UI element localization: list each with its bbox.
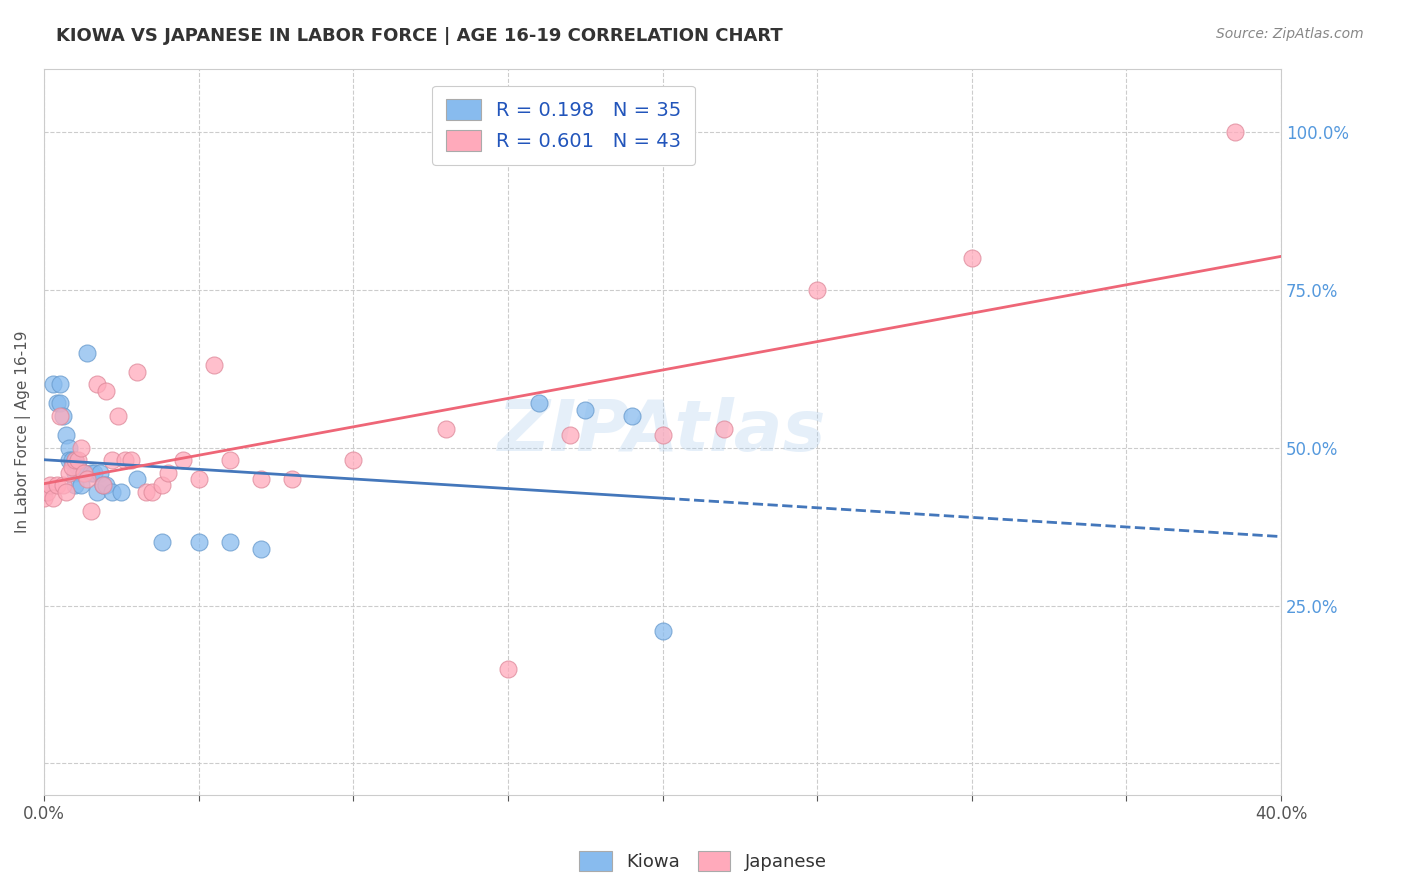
Point [79,466,101,480]
Text: KIOWA VS JAPANESE IN LABOR FORCE | AGE 16-19 CORRELATION CHART: KIOWA VS JAPANESE IN LABOR FORCE | AGE 1… [56,27,783,45]
Point [60,459,83,474]
Y-axis label: In Labor Force | Age 16-19: In Labor Force | Age 16-19 [15,331,31,533]
Point [63,466,86,480]
Point [1223,125,1246,139]
Point [42,491,65,505]
Point [187,472,209,486]
Point [32,491,55,505]
Point [651,624,673,638]
Point [249,541,271,556]
Point [94,384,117,398]
Point [70,478,93,492]
Point [89,466,111,480]
Point [63,453,86,467]
Legend: Kiowa, Japanese: Kiowa, Japanese [572,844,834,879]
Text: ZIPAtlas: ZIPAtlas [498,397,827,467]
Point [218,453,240,467]
Point [48,377,70,392]
Point [101,453,124,467]
Point [52,478,75,492]
Point [55,428,77,442]
Point [86,377,108,392]
Point [125,365,148,379]
Point [91,478,114,492]
Text: Source: ZipAtlas.com: Source: ZipAtlas.com [1216,27,1364,41]
Point [558,428,581,442]
Point [150,478,173,492]
Point [141,484,163,499]
Point [120,453,142,467]
Point [60,453,83,467]
Point [55,484,77,499]
Legend: R = 0.198   N = 35, R = 0.601   N = 43: R = 0.198 N = 35, R = 0.601 N = 43 [432,86,695,165]
Point [63,453,86,467]
Point [70,466,93,480]
Point [713,422,735,436]
Point [48,396,70,410]
Point [101,484,124,499]
Point [63,478,86,492]
Point [135,484,157,499]
Point [107,409,129,423]
Point [58,441,80,455]
Point [32,484,55,499]
Point [58,453,80,467]
Point [58,466,80,480]
Point [70,441,93,455]
Point [342,453,364,467]
Point [76,472,98,486]
Point [960,251,983,265]
Point [48,409,70,423]
Point [527,396,550,410]
Point [83,466,105,480]
Point [434,422,457,436]
Point [172,453,194,467]
Point [86,484,108,499]
Point [73,466,96,480]
Point [156,466,179,480]
Point [496,662,519,676]
Point [67,453,90,467]
Point [125,472,148,486]
Point [79,504,101,518]
Point [187,535,209,549]
Point [150,535,173,549]
Point [280,472,302,486]
Point [110,484,132,499]
Point [249,472,271,486]
Point [73,466,96,480]
Point [39,478,62,492]
Point [806,283,828,297]
Point [574,402,596,417]
Point [45,396,67,410]
Point [218,535,240,549]
Point [651,428,673,442]
Point [52,409,75,423]
Point [42,377,65,392]
Point [76,346,98,360]
Point [91,478,114,492]
Point [620,409,643,423]
Point [45,478,67,492]
Point [37,484,59,499]
Point [114,453,136,467]
Point [202,359,225,373]
Point [94,478,117,492]
Point [67,459,90,474]
